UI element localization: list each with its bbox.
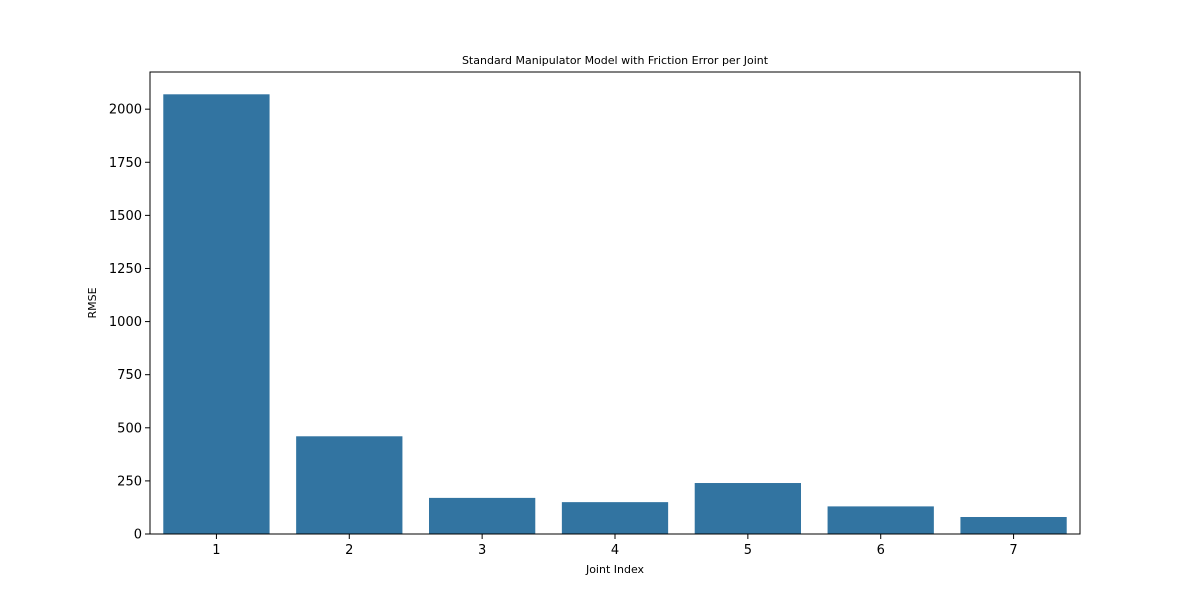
x-tick-label: 6	[877, 543, 885, 558]
bar-joint-6	[827, 506, 934, 534]
y-tick-label: 2000	[109, 103, 142, 118]
y-tick-label: 1750	[109, 156, 142, 171]
y-tick-label: 500	[117, 421, 142, 436]
y-tick-label: 0	[134, 528, 142, 543]
y-axis-ticks: 0 250 500 750 1000 1250 1500 1750 2000	[109, 103, 150, 543]
bar-joint-5	[694, 483, 801, 534]
x-tick-label: 3	[478, 543, 486, 558]
x-tick-label: 1	[212, 543, 220, 558]
y-tick-label: 1250	[109, 262, 142, 277]
bar-joint-1	[163, 94, 270, 534]
bars-group	[163, 94, 1067, 534]
y-tick-label: 750	[117, 368, 142, 383]
x-tick-label: 2	[345, 543, 353, 558]
x-axis-ticks: 1 2 3 4 5 6 7	[212, 534, 1018, 558]
y-axis-label: RMSE	[86, 287, 99, 318]
y-tick-label: 250	[117, 474, 142, 489]
x-tick-label: 4	[611, 543, 619, 558]
plot-frame	[149, 71, 1081, 535]
y-tick-label: 1500	[109, 209, 142, 224]
x-tick-label: 5	[744, 543, 752, 558]
bar-joint-3	[429, 497, 536, 534]
x-tick-label: 7	[1009, 543, 1017, 558]
y-tick-label: 1000	[109, 315, 142, 330]
chart-title: Standard Manipulator Model with Friction…	[462, 54, 769, 67]
bar-joint-7	[960, 517, 1067, 534]
bar-joint-2	[296, 436, 403, 534]
x-axis-label: Joint Index	[585, 563, 645, 576]
bar-joint-4	[561, 502, 669, 534]
